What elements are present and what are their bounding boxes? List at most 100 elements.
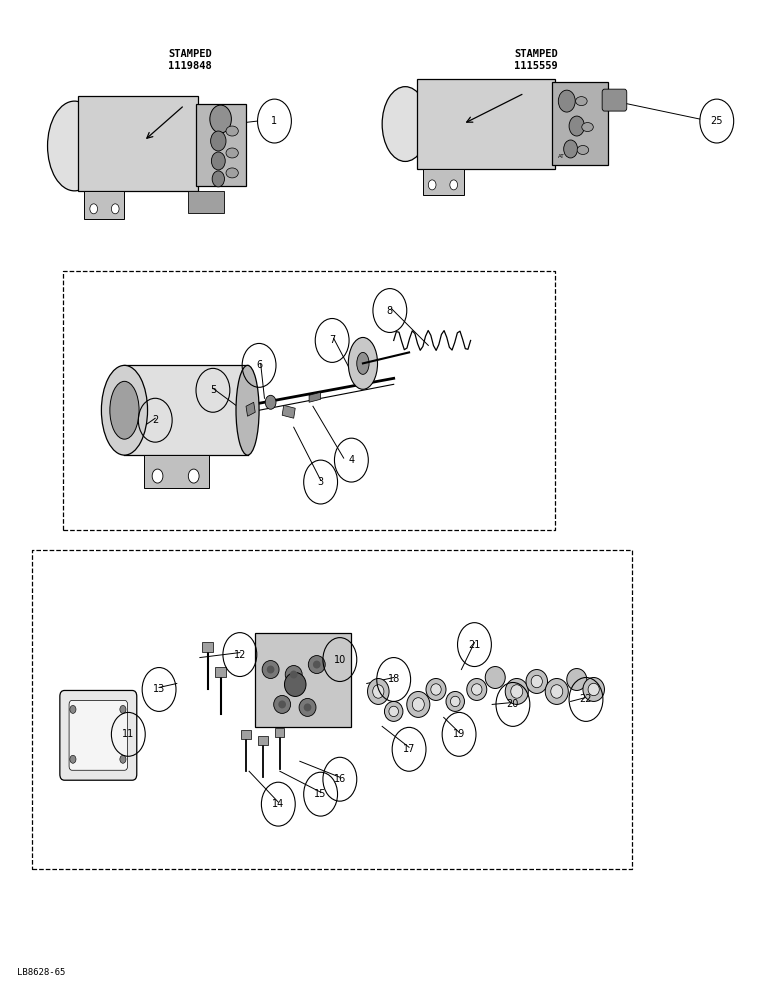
Ellipse shape (226, 168, 239, 178)
Ellipse shape (526, 670, 547, 693)
Circle shape (428, 180, 436, 190)
Text: 25: 25 (710, 116, 723, 126)
Circle shape (212, 171, 225, 187)
Circle shape (188, 469, 199, 483)
Ellipse shape (567, 669, 587, 690)
Ellipse shape (48, 101, 101, 191)
Ellipse shape (226, 148, 239, 158)
FancyBboxPatch shape (196, 104, 246, 186)
Ellipse shape (486, 667, 505, 688)
Circle shape (450, 180, 458, 190)
Ellipse shape (582, 123, 594, 132)
FancyBboxPatch shape (552, 82, 608, 165)
Polygon shape (309, 392, 320, 402)
Text: 12: 12 (234, 650, 246, 660)
Ellipse shape (357, 352, 369, 374)
Circle shape (212, 152, 225, 170)
Circle shape (120, 755, 126, 763)
FancyBboxPatch shape (256, 633, 351, 727)
Text: 15: 15 (314, 789, 327, 799)
Text: 20: 20 (506, 699, 519, 709)
Ellipse shape (279, 700, 286, 708)
Circle shape (120, 705, 126, 713)
Ellipse shape (226, 126, 239, 136)
Ellipse shape (382, 87, 428, 161)
Polygon shape (84, 191, 124, 219)
FancyBboxPatch shape (602, 89, 627, 111)
Ellipse shape (284, 673, 306, 696)
Ellipse shape (446, 691, 465, 711)
Text: 16: 16 (334, 774, 346, 784)
FancyBboxPatch shape (242, 730, 251, 739)
Ellipse shape (505, 679, 528, 704)
Circle shape (111, 204, 119, 214)
Ellipse shape (262, 661, 279, 679)
FancyBboxPatch shape (417, 79, 555, 169)
Ellipse shape (384, 701, 403, 721)
Ellipse shape (389, 706, 398, 717)
Circle shape (90, 204, 97, 214)
Ellipse shape (577, 145, 589, 154)
FancyBboxPatch shape (202, 642, 213, 652)
FancyBboxPatch shape (69, 700, 127, 770)
Text: 2: 2 (152, 415, 158, 425)
Text: 18: 18 (388, 675, 400, 685)
FancyBboxPatch shape (124, 365, 248, 455)
Text: 19: 19 (453, 729, 466, 739)
Ellipse shape (412, 698, 425, 711)
Text: STAMPED
1115559: STAMPED 1115559 (514, 49, 558, 71)
Ellipse shape (267, 666, 275, 674)
Text: LB8628-65: LB8628-65 (17, 968, 65, 977)
Circle shape (558, 90, 575, 112)
Ellipse shape (285, 666, 302, 683)
Text: 22: 22 (580, 694, 592, 704)
Ellipse shape (303, 703, 311, 711)
Ellipse shape (511, 685, 523, 698)
Text: 7: 7 (329, 335, 335, 345)
Text: 11: 11 (122, 729, 134, 739)
Ellipse shape (583, 678, 604, 701)
Text: 14: 14 (273, 799, 284, 809)
Ellipse shape (431, 684, 442, 695)
FancyBboxPatch shape (259, 736, 268, 745)
Text: 8: 8 (387, 306, 393, 316)
Ellipse shape (367, 679, 389, 704)
Circle shape (211, 131, 226, 151)
Ellipse shape (426, 679, 446, 700)
FancyBboxPatch shape (188, 191, 224, 213)
FancyBboxPatch shape (215, 667, 226, 677)
Circle shape (152, 469, 163, 483)
Ellipse shape (348, 337, 378, 389)
Text: AT: AT (557, 154, 564, 159)
Circle shape (564, 140, 577, 158)
Ellipse shape (545, 679, 568, 704)
Ellipse shape (299, 698, 316, 716)
FancyBboxPatch shape (60, 690, 137, 780)
Ellipse shape (472, 684, 482, 695)
Text: 3: 3 (317, 477, 323, 487)
Circle shape (69, 705, 76, 713)
FancyBboxPatch shape (276, 728, 284, 737)
Polygon shape (282, 405, 295, 418)
Ellipse shape (236, 365, 259, 455)
Ellipse shape (450, 696, 460, 707)
Text: 17: 17 (403, 744, 415, 754)
Polygon shape (144, 455, 209, 488)
Circle shape (266, 395, 276, 409)
Polygon shape (246, 402, 256, 416)
Text: 6: 6 (256, 360, 262, 370)
Ellipse shape (531, 675, 543, 688)
Ellipse shape (407, 691, 430, 717)
Ellipse shape (550, 685, 563, 698)
Text: 1: 1 (272, 116, 277, 126)
Circle shape (69, 755, 76, 763)
Circle shape (210, 105, 232, 133)
Ellipse shape (313, 661, 320, 669)
Ellipse shape (290, 671, 297, 679)
Ellipse shape (308, 656, 325, 674)
Circle shape (569, 116, 584, 136)
Polygon shape (423, 169, 465, 195)
Text: 10: 10 (334, 655, 346, 665)
Text: 13: 13 (153, 684, 165, 694)
Ellipse shape (576, 97, 587, 106)
